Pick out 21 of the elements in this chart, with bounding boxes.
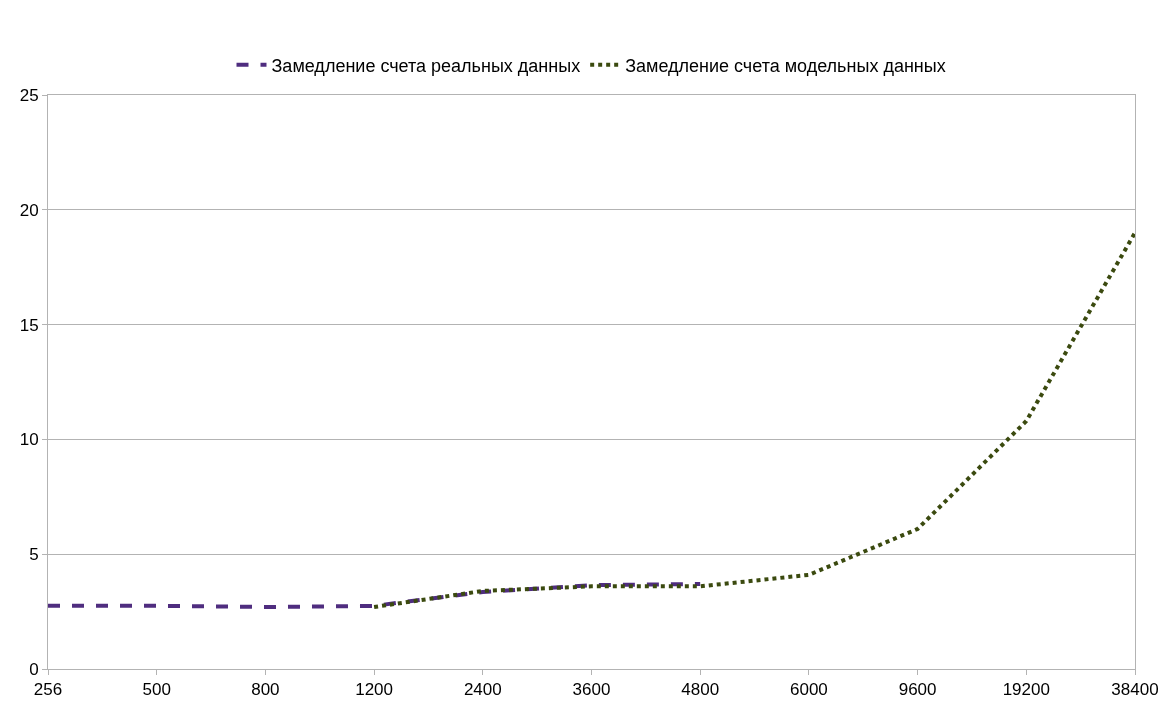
x-tick-label: 2400 bbox=[463, 680, 502, 700]
y-tick-label: 20 bbox=[19, 200, 39, 220]
x-tick-label: 19200 bbox=[1002, 680, 1050, 700]
x-tick-label: 38400 bbox=[1111, 680, 1159, 700]
x-tick-label: 1200 bbox=[355, 680, 394, 700]
y-tick-label: 0 bbox=[29, 659, 39, 679]
y-tick-label: 15 bbox=[19, 315, 39, 335]
x-tick-label: 500 bbox=[142, 680, 171, 700]
y-tick-label: 25 bbox=[19, 85, 39, 105]
line-series bbox=[48, 582, 703, 610]
line-series bbox=[372, 230, 1135, 610]
legend-label: Замедление счета модельных данных bbox=[625, 55, 946, 76]
x-tick-label: 800 bbox=[251, 680, 280, 700]
x-tick-label: 9600 bbox=[898, 680, 937, 700]
legend-label: Замедление счета реальных данных bbox=[271, 55, 581, 76]
y-tick-label: 10 bbox=[19, 430, 39, 450]
x-tick-label: 6000 bbox=[789, 680, 828, 700]
x-tick-label: 4800 bbox=[681, 680, 720, 700]
x-tick-label: 256 bbox=[33, 680, 63, 700]
y-tick-label: 5 bbox=[29, 545, 39, 565]
x-tick-label: 3600 bbox=[572, 680, 611, 700]
